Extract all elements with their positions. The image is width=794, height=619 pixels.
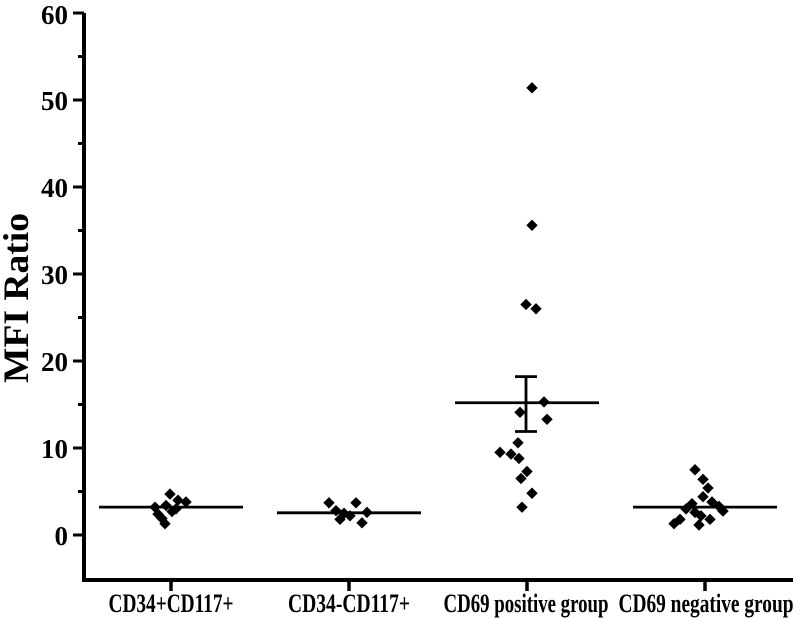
data-point-diamond [334, 513, 346, 526]
data-point-diamond [512, 437, 524, 449]
data-point-diamond [526, 487, 538, 499]
x-category-label: CD69 negative group [619, 589, 794, 618]
y-tick-label: 0 [55, 521, 69, 551]
x-category-label: CD34+CD117+ [109, 589, 234, 618]
data-point-diamond [180, 496, 192, 508]
data-point-diamond [323, 497, 335, 509]
data-point-diamond [697, 473, 709, 486]
y-tick-label: 20 [41, 347, 68, 377]
data-point-diamond [516, 501, 528, 513]
data-point-diamond [530, 303, 542, 315]
data-point-diamond [526, 219, 538, 231]
data-point-diamond [344, 510, 356, 522]
data-point-diamond [152, 508, 164, 520]
group-statistics [99, 375, 777, 515]
data-point-diamond [170, 503, 182, 515]
data-point-diamond [538, 396, 550, 408]
data-point-diamond [356, 517, 368, 529]
data-points [149, 82, 729, 531]
data-point-diamond [156, 512, 168, 525]
data-point-diamond [697, 491, 709, 503]
data-point-diamond [521, 465, 533, 478]
data-point-diamond [515, 472, 527, 485]
data-point-diamond [702, 482, 714, 494]
data-point-diamond [505, 448, 517, 460]
data-point-diamond [172, 494, 184, 506]
data-point-diamond [680, 503, 692, 515]
data-point-diamond [166, 505, 178, 518]
data-point-diamond [361, 506, 373, 519]
data-point-diamond [689, 464, 701, 476]
data-point-diamond [668, 517, 680, 530]
y-tick-label: 60 [41, 0, 68, 30]
x-category-label: CD69 positive group [444, 589, 609, 618]
data-point-diamond [695, 510, 707, 522]
axis-ticks [73, 11, 707, 591]
y-tick-label: 30 [41, 260, 68, 290]
data-point-diamond [513, 452, 525, 465]
x-category-label: CD34-CD117+ [288, 589, 410, 618]
data-point-diamond [160, 499, 172, 512]
data-point-diamond [541, 413, 553, 425]
data-point-diamond [159, 517, 171, 530]
data-point-diamond [717, 505, 729, 517]
data-point-diamond [350, 497, 362, 509]
data-point-diamond [704, 513, 716, 526]
data-point-diamond [693, 519, 705, 531]
y-axis-title: MFI Ratio [0, 213, 36, 383]
data-point-diamond [514, 406, 526, 419]
data-point-diamond [494, 446, 506, 459]
data-point-diamond [520, 298, 532, 311]
y-tick-label: 50 [41, 86, 68, 116]
data-point-diamond [526, 82, 538, 94]
data-point-diamond [164, 488, 176, 500]
y-tick-label: 10 [41, 434, 68, 464]
y-tick-label: 40 [41, 173, 68, 203]
